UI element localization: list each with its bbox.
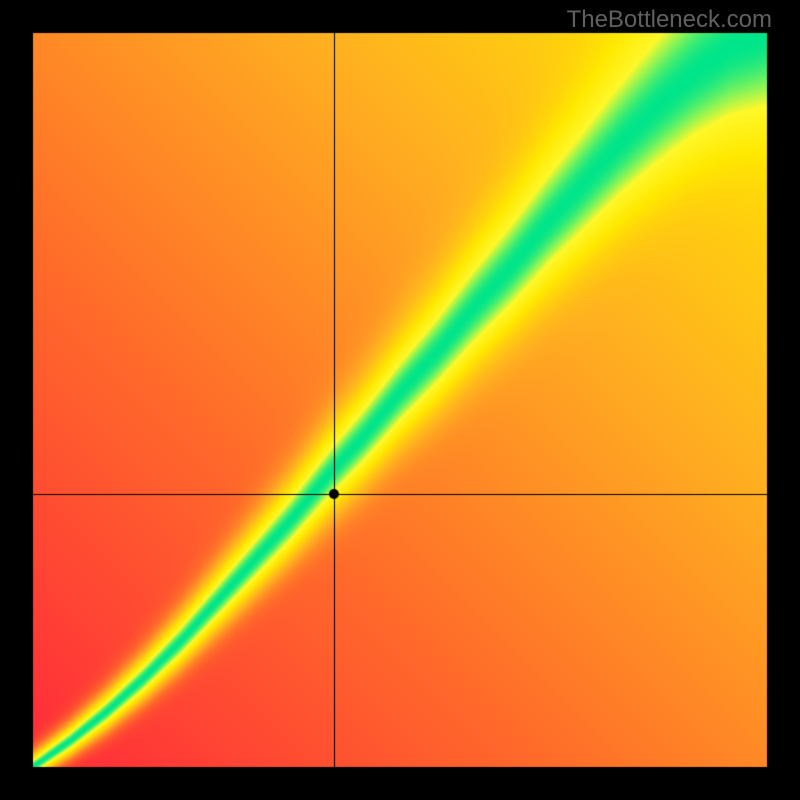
bottleneck-heatmap — [0, 0, 800, 800]
watermark-text: TheBottleneck.com — [567, 6, 772, 34]
chart-container: { "watermark": { "text": "TheBottleneck.… — [0, 0, 800, 800]
